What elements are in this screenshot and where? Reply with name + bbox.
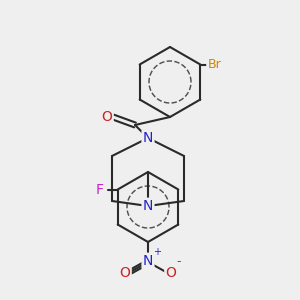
Text: N: N <box>143 254 153 268</box>
Text: O: O <box>120 266 130 280</box>
Text: N: N <box>143 131 153 145</box>
Text: N: N <box>143 199 153 213</box>
Text: -: - <box>176 255 181 268</box>
Text: O: O <box>166 266 176 280</box>
Text: F: F <box>96 182 104 197</box>
Text: O: O <box>102 110 112 124</box>
Text: Br: Br <box>207 58 221 71</box>
Text: +: + <box>153 247 161 257</box>
